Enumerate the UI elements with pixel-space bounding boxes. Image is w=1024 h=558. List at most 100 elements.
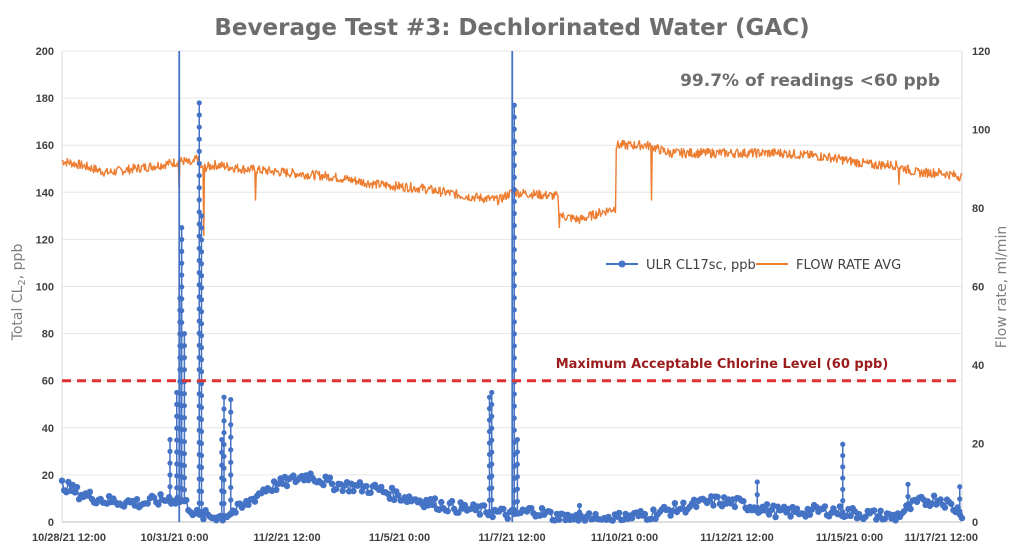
chlorine-point (892, 517, 899, 524)
chlorine-spike-point (514, 498, 521, 505)
chlorine-spike-point (196, 160, 202, 167)
chlorine-point (356, 479, 364, 486)
chlorine-spike-point (514, 461, 521, 467)
chlorine-point (881, 515, 889, 522)
chlorine-series (58, 51, 966, 524)
chlorine-spike-point (198, 464, 205, 471)
chlorine-point (438, 498, 445, 506)
chlorine-point (900, 508, 908, 515)
chlorine-point (58, 477, 66, 484)
chlorine-spike-point (198, 404, 205, 411)
chlorine-point (870, 507, 878, 514)
y-left-tick-label: 160 (36, 140, 54, 152)
chlorine-point (504, 515, 511, 522)
chlorine-spike-point (179, 248, 185, 254)
y-right-tick-label: 40 (972, 360, 984, 372)
chlorine-point (954, 504, 961, 511)
chlorine-point (350, 487, 357, 495)
chlorine-spike-point (198, 249, 205, 255)
chlorine-point (862, 513, 869, 520)
chlorine-spike-point (181, 343, 187, 349)
chlorine-spike-point (198, 488, 205, 495)
legend-marker-chlorine (618, 260, 626, 268)
chlorine-spike-point (196, 148, 202, 154)
chlorine-point (86, 488, 94, 495)
y-right-tick-label: 0 (972, 517, 978, 529)
chlorine-point (806, 511, 814, 518)
chlorine-point (731, 503, 739, 511)
chlorine-spike-point (198, 476, 205, 483)
x-tick-label: 11/10/21 0:00 (591, 532, 658, 544)
y-axis-right-label: Flow rate, ml/min (994, 226, 1010, 348)
y-left-tick-label: 80 (42, 329, 54, 341)
chlorine-point (793, 505, 801, 512)
chlorine-spike-point (228, 434, 234, 440)
chlorine-spike-point (179, 284, 185, 290)
chlorine-spike-point (198, 381, 205, 387)
chlorine-spike-point (486, 486, 493, 492)
chlorine-spike-point (957, 496, 963, 502)
chlorine-point (155, 501, 162, 508)
chlorine-spike-point (221, 406, 227, 412)
chlorine-point (367, 489, 374, 496)
chlorine-spike-point (514, 449, 521, 455)
chlorine-point (358, 488, 366, 495)
chlorine-spike-point (198, 500, 205, 507)
chlorine-point (628, 515, 636, 522)
chlorine-spike-point (179, 319, 185, 326)
chlorine-spike-point (181, 331, 187, 337)
threshold-label: Maximum Acceptable Chlorine Level (60 pp… (556, 357, 889, 372)
y-left-tick-label: 100 (36, 282, 54, 294)
chlorine-point (787, 513, 794, 520)
chlorine-spike-point (228, 459, 234, 465)
chlorine-spike-point (181, 451, 187, 457)
chlorine-spike-point (181, 403, 187, 409)
chlorine-spike-point (219, 500, 225, 507)
chlorine-spike-point (486, 406, 493, 412)
legend-label-flow: FLOW RATE AVG (796, 258, 901, 273)
chlorine-point (165, 494, 173, 501)
chlorine-spike-point (198, 345, 205, 351)
chlorine-spike-point (198, 333, 205, 339)
chlorine-point (847, 512, 854, 519)
chlorine-point (328, 480, 336, 487)
chlorine-point (363, 483, 370, 490)
annotation-text: 99.7% of readings <60 ppb (680, 71, 940, 91)
chlorine-spike-point (486, 417, 493, 423)
left-axis-ticks: 0 20 40 60 80 100 120 140 160 180 200 (36, 46, 54, 529)
chlorine-spike-point (486, 394, 493, 400)
chlorine-point (615, 509, 623, 517)
chlorine-spike-point (179, 272, 185, 278)
chlorine-point (500, 505, 507, 513)
y-right-tick-label: 60 (972, 282, 984, 294)
chlorine-spike-point (196, 112, 202, 118)
chlorine-spike-point (219, 462, 225, 468)
chlorine-spike-point (196, 124, 202, 130)
chlorine-point (761, 507, 769, 514)
chlorine-spike-point (181, 355, 187, 361)
x-tick-label: 11/15/21 0:00 (816, 532, 883, 544)
chlorine-spike-point (905, 493, 911, 500)
chlorine-spike-point (228, 447, 234, 453)
chlorine-point (273, 486, 280, 493)
chlorine-point (772, 513, 779, 521)
chlorine-point (390, 496, 398, 504)
chlorine-spike-point (167, 436, 173, 443)
chlorine-spike-point (957, 484, 963, 490)
chlorine-spike-point (198, 297, 205, 303)
x-tick-label: 11/2/21 12:00 (253, 532, 320, 544)
chlorine-spike-point (905, 481, 911, 487)
y-left-tick-label: 60 (42, 376, 54, 388)
chlorine-spike-point (198, 357, 205, 363)
chlorine-spike-point (196, 185, 202, 191)
chlorine-spike-point (489, 389, 495, 396)
chlorine-spike-point (179, 225, 185, 231)
x-tick-label: 11/12/21 12:00 (700, 532, 773, 544)
chlorine-point (948, 500, 955, 508)
chlorine-spike-point (198, 392, 205, 399)
chlorine-point (245, 501, 252, 508)
chlorine-point (395, 492, 402, 499)
chlorine-spike-point (489, 401, 495, 408)
chlorine-point (378, 483, 385, 491)
chlorine-point (320, 481, 327, 489)
